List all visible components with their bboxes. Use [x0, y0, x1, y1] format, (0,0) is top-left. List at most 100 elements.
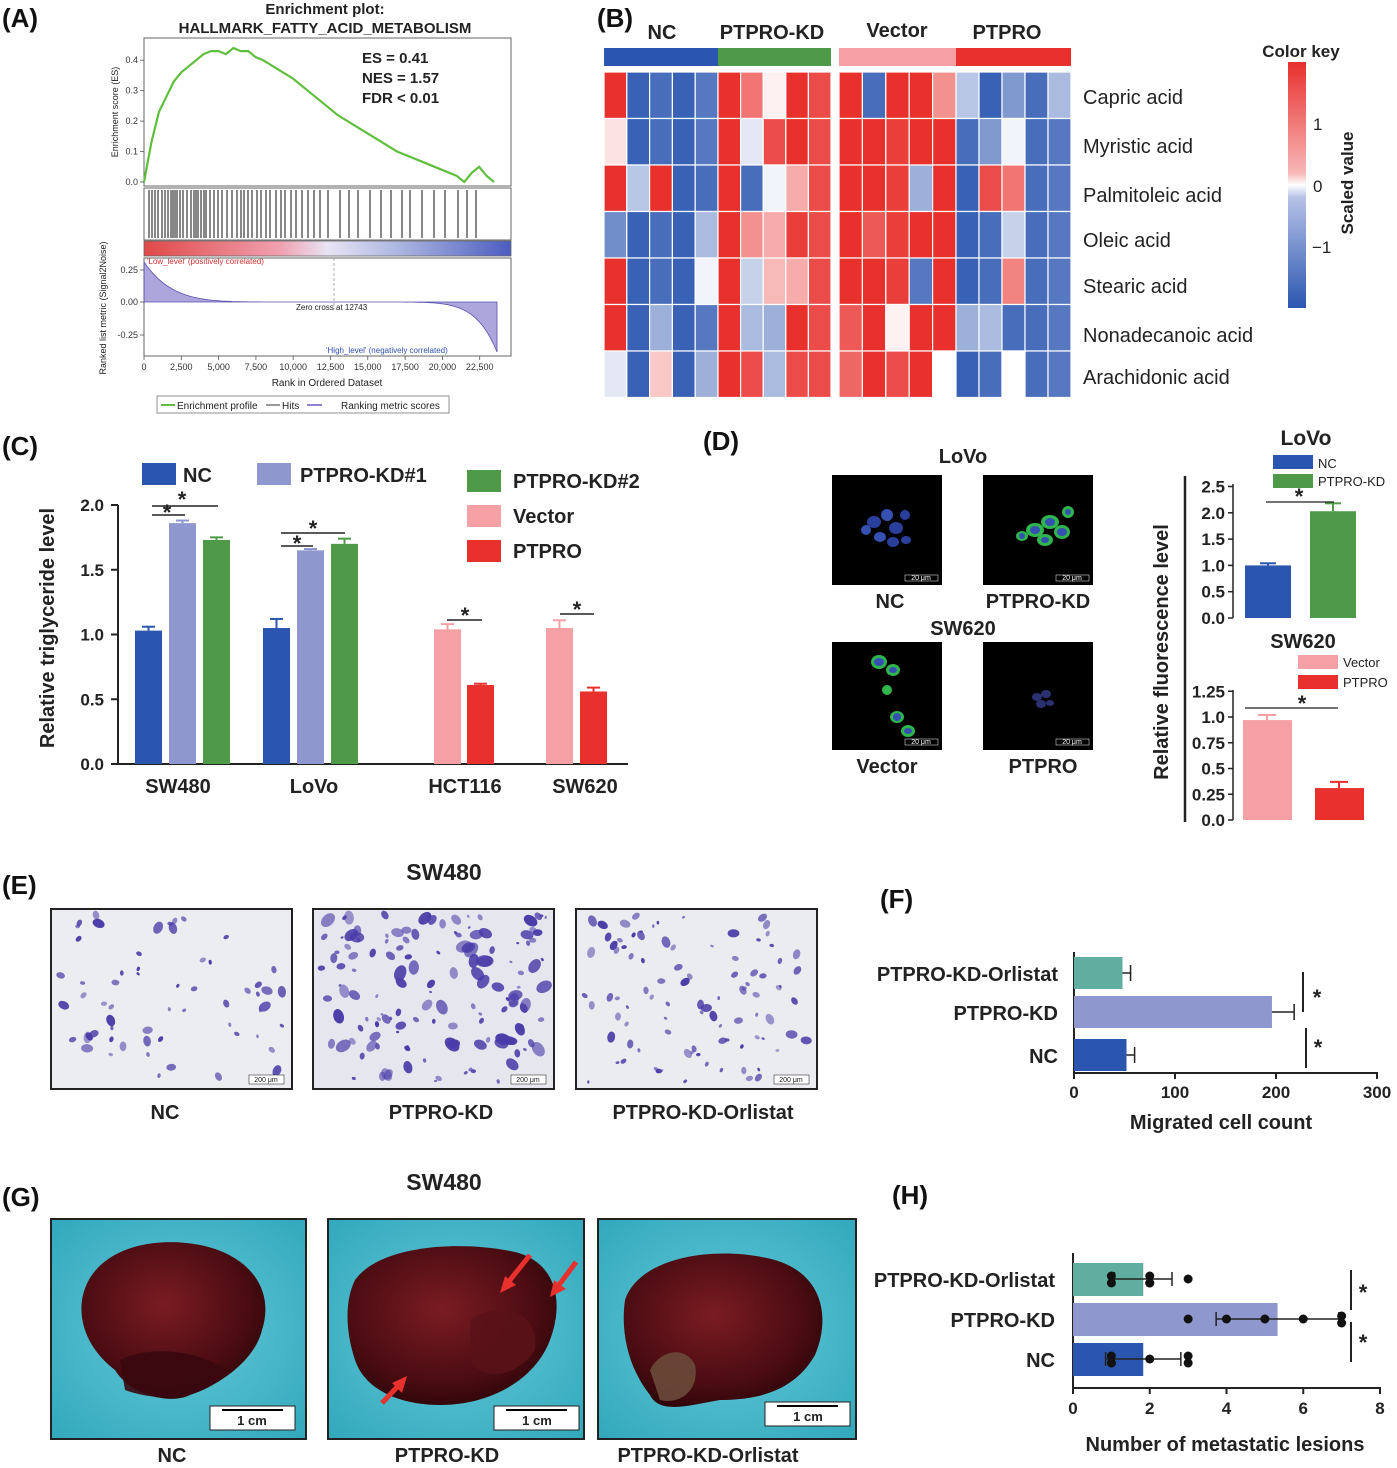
metric-tick-label: -0.25 — [117, 330, 138, 340]
migrated-cell — [637, 1048, 641, 1053]
d-sw620-legend-ptpro: PTPRO — [1343, 675, 1388, 690]
h-data-point — [1222, 1314, 1231, 1324]
heatmap-cell — [1024, 210, 1049, 259]
heatmap-cell — [931, 350, 957, 399]
heatmap-cell — [908, 117, 934, 166]
e-title: SW480 — [406, 859, 481, 885]
f-x-tick-label: 0 — [1069, 1083, 1078, 1102]
h-x-tick-label: 4 — [1222, 1399, 1232, 1418]
h-data-point — [1337, 1318, 1347, 1328]
migrated-cell — [523, 914, 538, 927]
migrated-cell — [447, 1039, 461, 1049]
migrated-cell — [485, 1036, 491, 1043]
migrated-cell — [261, 986, 273, 995]
heatmap-cell — [717, 164, 742, 213]
migrated-cell — [471, 967, 485, 981]
migrated-cell — [153, 921, 164, 934]
gsea-xlabel: Rank in Ordered Dataset — [272, 378, 383, 389]
migrated-cell — [272, 1065, 282, 1077]
migrated-cell — [529, 937, 537, 943]
d-sw620-legend-vector: Vector — [1343, 655, 1381, 670]
migrated-cell — [699, 1010, 704, 1015]
heatmap-cell — [603, 210, 628, 259]
f-bar — [1074, 996, 1272, 1028]
migrated-cell — [587, 1080, 590, 1084]
group-label-nc: NC — [648, 22, 677, 44]
migrated-cell — [431, 1018, 436, 1024]
heatmap-cell — [807, 210, 832, 259]
heatmap-row-label: Arachidonic acid — [1083, 367, 1230, 389]
migrated-cell — [348, 990, 361, 1001]
migrated-cell — [322, 995, 333, 1002]
migrated-cell — [453, 931, 458, 935]
x-tick-label: 7,500 — [245, 362, 268, 372]
migrated-cell — [81, 1044, 94, 1053]
migrated-cell — [279, 1023, 285, 1028]
heatmap-cell — [648, 303, 673, 352]
heatmap-cell — [807, 350, 832, 399]
heatmap-cell — [762, 164, 787, 213]
migrated-cell — [333, 1009, 345, 1024]
migrated-cell — [800, 1036, 812, 1045]
heatmap-cell — [1047, 303, 1072, 352]
d-lovo-tick-label: 2.0 — [1201, 504, 1225, 523]
migrated-cell — [528, 959, 541, 973]
g-label-ptpro-kd: PTPRO-KD — [395, 1445, 499, 1467]
heatmap-cell — [1047, 117, 1072, 166]
migrated-cell — [336, 963, 346, 970]
h-data-point — [1183, 1274, 1193, 1284]
heatmap-cell — [978, 164, 1003, 213]
migrated-cell — [514, 1022, 525, 1036]
heatmap-cell — [603, 303, 628, 352]
migrated-cell — [657, 978, 666, 984]
migrated-cell — [110, 1025, 114, 1031]
micrograph-label-ptpro: PTPRO — [1009, 756, 1078, 778]
barc-bar — [263, 628, 290, 764]
d-lovo-tick-label: 0.0 — [1201, 609, 1225, 628]
barc-sig-star: * — [178, 487, 187, 512]
migrated-cell — [756, 938, 761, 942]
d-sw620-image-title: SW620 — [930, 618, 996, 640]
es-tick-label: 0.2 — [125, 116, 138, 126]
barc-legend-kd1-swatch — [257, 463, 291, 485]
migrated-cell — [664, 1029, 672, 1035]
migrated-cell — [68, 1036, 77, 1043]
migrated-cell — [181, 916, 187, 922]
heatmap-cell — [648, 257, 673, 306]
f-x-tick-label: 100 — [1161, 1083, 1189, 1102]
barc-category-label: LoVo — [290, 776, 339, 798]
h-data-point — [1106, 1351, 1116, 1361]
heatmap-cell — [978, 257, 1003, 306]
barc-y-tick-label: 1.0 — [80, 626, 104, 645]
heatmap-cell — [648, 117, 673, 166]
migrated-cell — [111, 979, 120, 986]
heatmap-cell — [717, 117, 742, 166]
barc-category-label: SW480 — [145, 776, 211, 798]
d-lovo-sig-star: * — [1295, 484, 1304, 509]
heatmap-cell — [739, 257, 764, 306]
d-sw620-tick-label: 0.0 — [1201, 811, 1225, 830]
migrated-cell — [755, 1012, 759, 1017]
heatmap-cell — [908, 257, 934, 306]
enrichment-profile-line — [142, 46, 495, 184]
x-tick-label: 5,000 — [207, 362, 230, 372]
h-data-point — [1183, 1314, 1193, 1324]
migrated-cell — [540, 957, 544, 962]
heatmap-row-label: Capric acid — [1083, 87, 1183, 109]
barc-legend-ptpro-swatch — [467, 540, 501, 562]
heatmap-row-label: Nonadecanoic acid — [1083, 325, 1253, 347]
migrated-cell — [396, 945, 404, 951]
migrated-cell — [734, 1017, 743, 1024]
heatmap-cell — [762, 71, 787, 120]
panel-label-d: (D) — [703, 426, 739, 456]
lesion-arrow-head — [550, 1280, 566, 1297]
migrated-cell — [670, 944, 676, 951]
d-sw620-legend-ptpro-swatch — [1298, 675, 1338, 689]
gsea-es-ylabel: Enrichment score (ES) — [110, 67, 120, 158]
migrated-cell — [208, 959, 212, 965]
migrated-cell — [376, 1017, 382, 1022]
migrated-cell — [199, 957, 206, 963]
heatmap-cell — [885, 71, 910, 120]
migrated-cell — [491, 982, 505, 992]
migrated-cell — [793, 966, 802, 975]
